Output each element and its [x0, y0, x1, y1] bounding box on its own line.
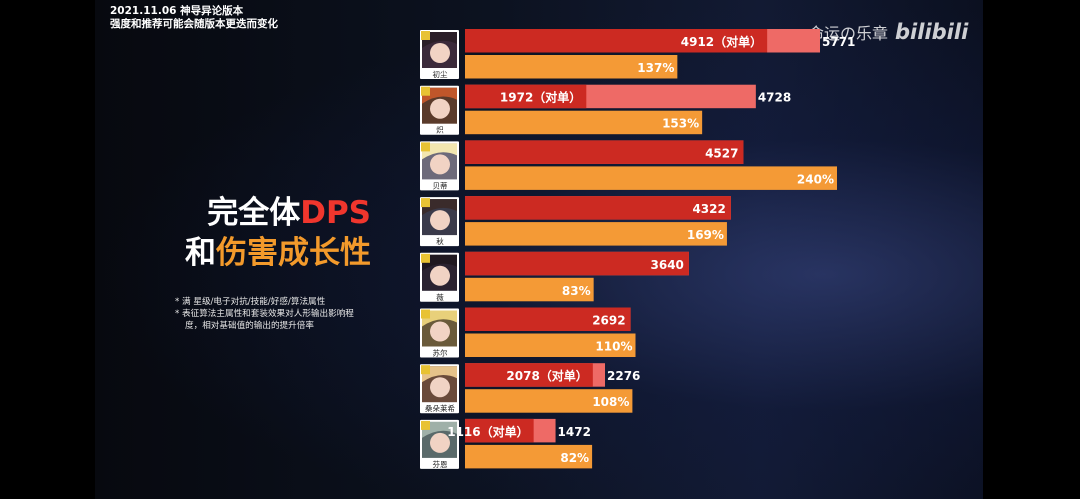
single-target-dps-label: 2078（对单） — [506, 368, 587, 383]
total-dps-label: 4527 — [705, 146, 738, 160]
footnotes: * 满 星级/电子对抗/技能/好感/算法属性 * 表征算法主属性和套装效果对人形… — [175, 296, 354, 332]
avatar-hair — [422, 421, 457, 438]
total-dps-label: 2692 — [592, 314, 625, 328]
growth-bar — [465, 389, 633, 413]
character-name: 贝蒂 — [433, 180, 448, 190]
single-target-dps-label: 1116（对单） — [447, 424, 528, 439]
character-name: 薇 — [436, 292, 444, 302]
avatar-hair — [422, 87, 457, 104]
title-white-1: 完全体 — [207, 195, 301, 231]
character-name: 初尘 — [433, 69, 448, 79]
single-target-dps-label: 1972（对单） — [500, 90, 581, 105]
avatar-face — [430, 321, 450, 342]
single-target-dps-bar — [465, 84, 587, 109]
version-disclaimer: 强度和推荐可能会随版本更迭而变化 — [110, 18, 278, 30]
title-orange: 伤害成长性 — [216, 235, 371, 271]
growth-label: 169% — [687, 228, 724, 242]
single-target-dps-bar — [465, 418, 534, 443]
watermark-text: 命运の乐章 — [808, 24, 889, 43]
total-dps-label: 4728 — [758, 91, 791, 105]
rarity-badge-icon — [421, 142, 430, 152]
dps-bar — [465, 196, 731, 220]
version-date: 2021.11.06 神导异论版本 — [110, 5, 244, 17]
character-name: 秋 — [436, 236, 444, 246]
growth-label: 153% — [662, 117, 699, 131]
avatar-face — [430, 154, 450, 175]
avatar-face — [430, 98, 450, 119]
single-target-dps-bar — [465, 29, 768, 53]
version-header: 2021.11.06 神导异论版本 强度和推荐可能会随版本更迭而变化 — [110, 5, 278, 31]
rarity-badge-icon — [421, 31, 430, 40]
growth-bar — [465, 222, 727, 246]
rarity-badge-icon — [421, 253, 430, 263]
character-name: 炽 — [436, 125, 444, 135]
slide-title: 完全体DPS 和伤害成长性 — [185, 193, 371, 273]
rarity-badge-icon — [421, 309, 430, 319]
total-dps-label: 5771 — [822, 35, 855, 49]
rarity-badge-icon — [421, 365, 430, 375]
title-red: DPS — [300, 195, 371, 231]
bilibili-logo: bilibili — [895, 20, 969, 44]
single-target-dps-bar — [465, 363, 593, 387]
dps-bar-chart: 初尘 4912（对单） 5771 137% 炽 1972（对单） 4728 153% 贝蒂 452… — [420, 29, 855, 469]
growth-label: 82% — [560, 451, 589, 465]
growth-label: 137% — [637, 61, 674, 75]
growth-label: 108% — [592, 395, 629, 409]
growth-bar — [465, 110, 703, 135]
total-dps-label: 4322 — [692, 202, 725, 216]
character-name: 桑朵莱希 — [425, 403, 455, 413]
avatar-face — [430, 377, 450, 398]
dps-bar — [465, 251, 689, 276]
growth-bar — [465, 55, 678, 79]
avatar-face — [430, 43, 450, 63]
rarity-badge-icon — [421, 420, 430, 430]
growth-label: 110% — [595, 340, 632, 354]
avatar-hair — [422, 32, 457, 48]
growth-bar — [465, 277, 594, 302]
avatar-face — [430, 432, 450, 453]
growth-bar — [465, 444, 593, 469]
footnote-1: * 满 星级/电子对抗/技能/好感/算法属性 — [175, 297, 326, 307]
footnote-3: 度，相对基础值的输出的提升倍率 — [185, 321, 314, 331]
avatar-face — [430, 210, 450, 231]
title-white-2: 和 — [185, 235, 216, 271]
rarity-badge-icon — [421, 198, 430, 208]
watermark: 命运の乐章 bilibili — [808, 20, 968, 44]
dps-bar — [465, 307, 631, 331]
presentation-slide: 2021.11.06 神导异论版本 强度和推荐可能会随版本更迭而变化 完全体DP… — [95, 0, 983, 499]
screen-edge — [983, 0, 1080, 499]
rarity-badge-icon — [421, 86, 430, 96]
character-name: 苏尔 — [433, 348, 448, 358]
growth-label: 240% — [797, 172, 834, 186]
single-target-dps-label: 4912（对单） — [681, 34, 762, 49]
growth-bar — [465, 333, 636, 357]
total-dps-label: 3640 — [651, 258, 684, 272]
avatar-hair — [422, 366, 457, 383]
avatar-face — [430, 265, 450, 286]
character-name: 芬恩 — [433, 459, 448, 469]
growth-bar — [465, 166, 837, 190]
footnote-2: * 表征算法主属性和套装效果对人形输出影响程 — [175, 309, 354, 319]
avatar-hair — [422, 254, 457, 271]
dps-bar — [465, 140, 744, 164]
avatar-hair — [422, 199, 457, 216]
total-dps-label: 2276 — [607, 369, 640, 383]
avatar-hair — [422, 143, 457, 160]
avatar-hair — [422, 310, 457, 327]
total-dps-label: 1472 — [558, 425, 591, 439]
growth-label: 83% — [562, 284, 591, 298]
